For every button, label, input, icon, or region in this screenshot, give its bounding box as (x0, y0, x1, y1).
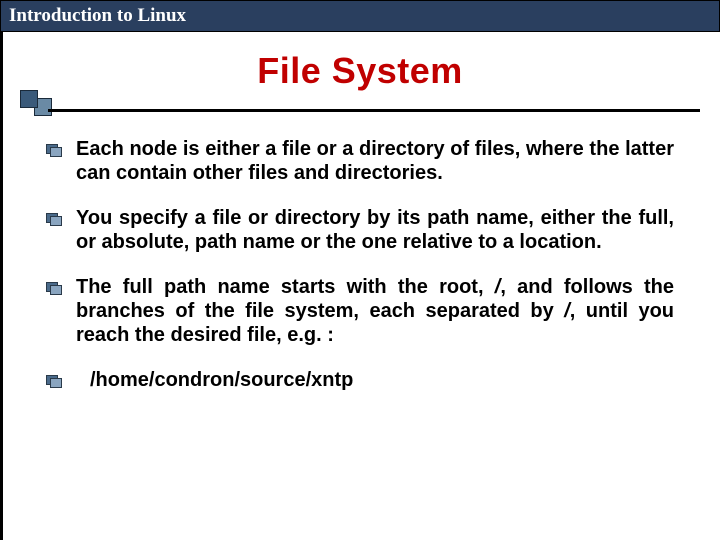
bullet-icon (46, 282, 62, 295)
header-title: Introduction to Linux (9, 5, 186, 26)
title-underline (48, 109, 700, 112)
bullet-item: The full path name starts with the root,… (46, 276, 674, 347)
bullet-item: Each node is either a file or a director… (46, 138, 674, 185)
slide-title: File System (0, 50, 720, 92)
bullet-icon (46, 375, 62, 388)
bullet-text: You specify a file or directory by its p… (76, 207, 674, 254)
bullet-text: Each node is either a file or a director… (76, 138, 674, 185)
bullet-icon (46, 213, 62, 226)
header-bar: Introduction to Linux (0, 0, 720, 32)
bullet-icon (46, 144, 62, 157)
bullet-item: You specify a file or directory by its p… (46, 207, 674, 254)
title-decoration-icon (20, 98, 52, 116)
example-path: /home/condron/source/xntp (76, 369, 674, 393)
title-row: File System (0, 50, 720, 110)
content-area: Each node is either a file or a director… (0, 110, 720, 393)
bullet-item: /home/condron/source/xntp (46, 369, 674, 393)
bullet-text: The full path name starts with the root,… (76, 276, 674, 347)
